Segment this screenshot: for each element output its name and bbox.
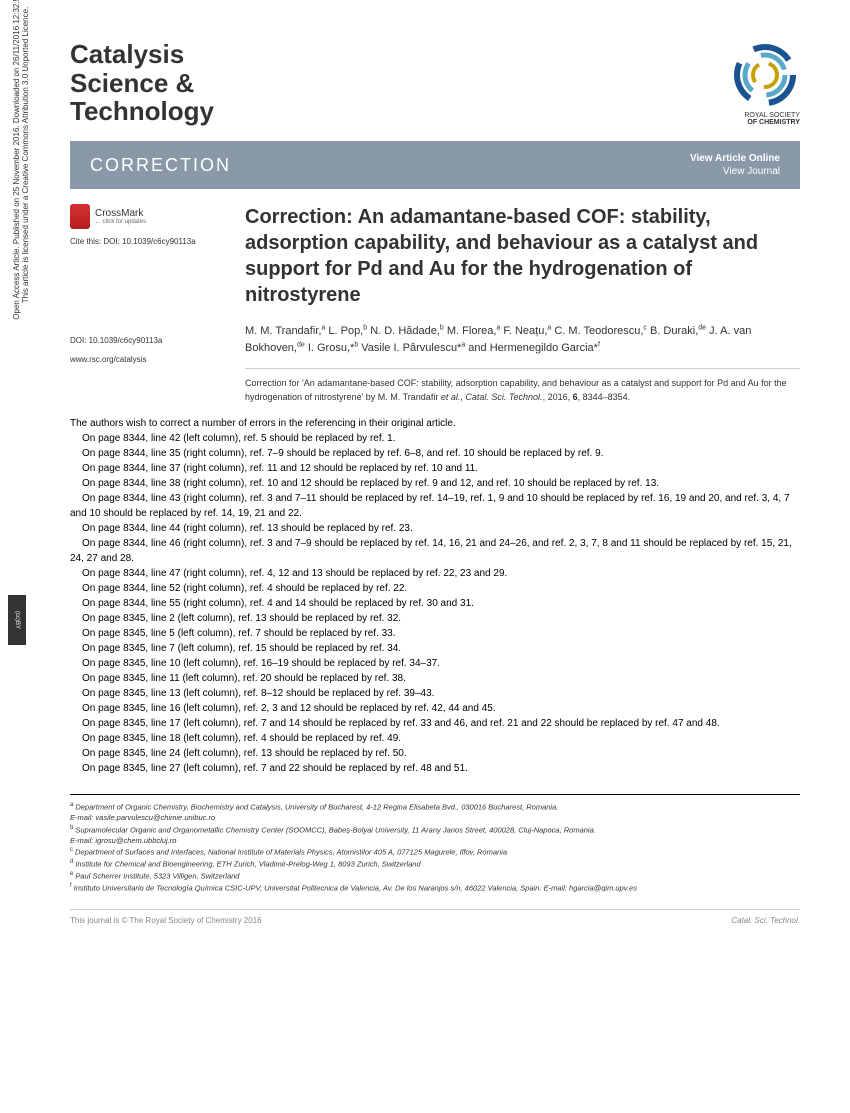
copyright-text: This journal is © The Royal Society of C… [70,916,262,925]
citation-text: Cite this: DOI: 10.1039/c6cy90113a [70,237,225,246]
crossmark-widget[interactable]: CrossMark ← click for updates [70,204,225,229]
rsc-logo: ROYAL SOCIETYOF CHEMISTRY [730,40,800,126]
view-journal-link[interactable]: View Journal [690,166,780,177]
affiliations: aDepartment of Organic Chemistry, Bioche… [70,794,800,894]
article-type-label: CORRECTION [90,155,231,176]
journal-abbrev: Catal. Sci. Technol. [731,916,800,925]
journal-website[interactable]: www.rsc.org/catalysis [70,355,225,364]
crossmark-label: CrossMark [95,208,146,219]
crossmark-icon [70,204,90,229]
journal-title: Catalysis Science & Technology [70,40,214,126]
author-list: M. M. Trandafir,a L. Pop,b N. D. Hădade,… [245,323,800,356]
article-type-banner: CORRECTION View Article Online View Jour… [70,141,800,189]
page-footer: This journal is © The Royal Society of C… [70,909,800,925]
crossmark-sublabel: ← click for updates [95,219,146,225]
page-header: Catalysis Science & Technology ROYAL SOC… [70,40,800,126]
doi-text: DOI: 10.1039/c6cy90113a [70,336,225,345]
article-title: Correction: An adamantane-based COF: sta… [245,204,800,308]
article-body: The authors wish to correct a number of … [70,416,800,776]
view-article-link[interactable]: View Article Online [690,153,780,164]
correction-statement: Correction for 'An adamantane-based COF:… [245,368,800,404]
